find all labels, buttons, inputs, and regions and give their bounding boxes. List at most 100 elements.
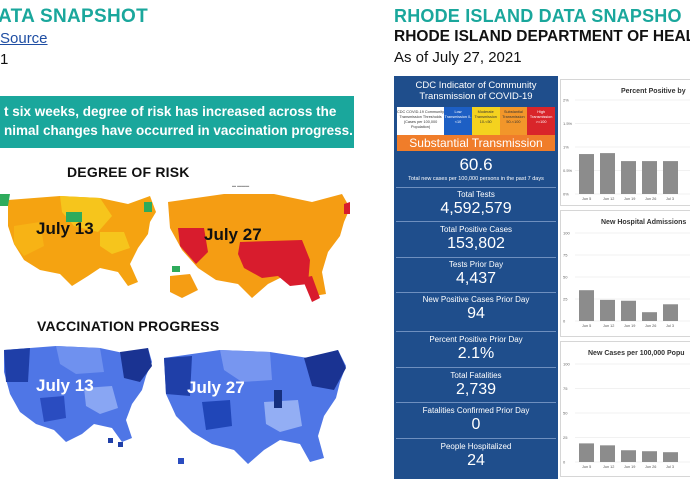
stat-label: Tests Prior Day (448, 260, 504, 269)
case-rate-value: 60.6 (459, 155, 493, 174)
stat-total-fatalities: Total Fatalities 2,739 (394, 371, 558, 399)
stats-divider (396, 367, 556, 368)
risk-map-july-27: ▬ ▬▬▬ (164, 180, 354, 310)
x-tick-label: Jun 19 (624, 465, 635, 469)
stats-divider (396, 187, 556, 188)
x-tick-label: Jul 3 (666, 324, 674, 328)
stat-value: 4,437 (455, 270, 497, 287)
vaccination-map-july-13 (0, 342, 155, 452)
stats-divider (396, 257, 556, 258)
stat-label: People Hospitalized (440, 442, 512, 451)
stats-divider (396, 438, 556, 439)
x-tick-label: Jun 5 (582, 465, 591, 469)
bar (621, 300, 636, 321)
stat-label: Fatalities Confirmed Prior Day (422, 406, 530, 415)
y-tick-label: 0% (563, 192, 569, 197)
stat-value: 2,739 (455, 381, 497, 398)
bar (600, 445, 615, 462)
new-hospital-admissions-chart-plot: 0 25 50 75 100 Jun 5 Jun 12 Jun 19 Jun 26 Jul 3 (563, 231, 690, 328)
bar (600, 299, 615, 321)
risk-map-1-label: July 13 (36, 219, 94, 238)
stats-divider (396, 331, 556, 332)
y-tick-label: 50 (563, 411, 568, 416)
x-tick-label: Jun 26 (645, 197, 656, 201)
legend-threshold-description: CDC COVID-19 Community Transmission Thre… (397, 107, 445, 135)
y-tick-label: 100 (563, 231, 570, 236)
y-tick-label: 2% (563, 98, 569, 103)
callout-line-1: t six weeks, degree of risk has increase… (4, 104, 337, 119)
stat-fatalities-confirmed-prior-day: Fatalities Confirmed Prior Day 0 (394, 406, 558, 434)
new-cases-per-100k-chart: New Cases per 100,000 Popu 0 25 50 75 100 Jun… (560, 341, 690, 477)
stats-divider (396, 292, 556, 293)
bar (579, 443, 594, 462)
bar (663, 452, 678, 462)
legend-high: High Transmission >=100 (527, 107, 555, 135)
cdc-heading-line-2: Transmission of COVID-19 (419, 91, 533, 102)
cdc-heading-line-1: CDC Indicator of Community (415, 80, 537, 91)
x-tick-label: Jun 26 (645, 324, 656, 328)
stat-people-hospitalized: People Hospitalized 24 (394, 442, 558, 470)
ri-as-of-date: As of July 27, 2021 (394, 49, 522, 66)
x-tick-label: Jun 12 (603, 324, 614, 328)
case-rate-block: 60.6 Total new cases per 100,000 persons… (394, 155, 558, 183)
stat-label: Total Tests (457, 190, 495, 199)
y-tick-label: 0.5% (563, 168, 573, 173)
vaccination-map-2-label: July 27 (187, 378, 245, 397)
x-tick-label: Jun 26 (645, 465, 656, 469)
cdc-indicator-heading: CDC Indicator of Community Transmission … (394, 76, 558, 106)
risk-map-july-13 (0, 186, 160, 296)
bar (642, 451, 657, 462)
x-tick-label: Jun 19 (624, 324, 635, 328)
y-tick-label: 0 (563, 319, 566, 324)
stat-label: New Positive Cases Prior Day (422, 295, 530, 304)
y-tick-label: 0 (563, 460, 566, 465)
percent-positive-chart: Percent Positive by 0% 0.5% 1% 1.5% 2% Jun 5 J… (560, 79, 690, 206)
stat-label: Total Fatalities (450, 371, 502, 380)
y-tick-label: 75 (563, 386, 568, 391)
bar (621, 161, 636, 194)
y-tick-label: 100 (563, 362, 570, 367)
x-tick-label: Jun 12 (603, 197, 614, 201)
summary-callout: t six weeks, degree of risk has increase… (0, 96, 354, 148)
stat-value: 2.1% (457, 345, 495, 362)
percent-positive-chart-plot: 0% 0.5% 1% 1.5% 2% Jun 5 Jun 12 Jun 19 Jun 26 Jul… (563, 98, 690, 201)
ri-department-name: RHODE ISLAND DEPARTMENT OF HEAL (394, 28, 690, 45)
case-rate-label: Total new cases per 100,000 persons in t… (408, 176, 544, 182)
source-link[interactable]: Source (0, 30, 48, 47)
stats-panel: CDC Indicator of Community Transmission … (394, 76, 558, 479)
vaccination-progress-heading: VACCINATION PROGRESS (37, 318, 220, 334)
cdc-threshold-legend: CDC COVID-19 Community Transmission Thre… (397, 107, 555, 135)
legend-substantial: Substantial Transmission 50-<100 (499, 107, 528, 135)
degree-of-risk-heading: DEGREE OF RISK (67, 164, 190, 180)
vaccination-map-july-27 (158, 346, 353, 476)
stat-value: 94 (467, 305, 485, 322)
bar (579, 290, 594, 321)
svg-text:▬ ▬▬▬: ▬ ▬▬▬ (232, 183, 249, 188)
stats-divider (396, 221, 556, 222)
x-tick-label: Jul 3 (666, 197, 674, 201)
left-snapshot-title: ATA SNAPSHOT (0, 6, 148, 27)
bar (663, 161, 678, 194)
new-hospital-admissions-chart: New Hospital Admissions 0 25 50 75 100 Jun 5 J… (560, 210, 690, 337)
stats-divider (396, 402, 556, 403)
y-tick-label: 25 (563, 435, 568, 440)
bar (642, 312, 657, 321)
x-tick-label: Jun 5 (582, 197, 591, 201)
vaccination-map-1-label: July 13 (36, 376, 94, 395)
stat-percent-positive-prior-day: Percent Positive Prior Day 2.1% (394, 335, 558, 363)
y-tick-label: 50 (563, 275, 568, 280)
stat-value: 24 (467, 452, 485, 469)
x-tick-label: Jun 19 (624, 197, 635, 201)
stat-total-positive-cases: Total Positive Cases 153,802 (394, 225, 558, 253)
stat-label: Total Positive Cases (439, 225, 513, 234)
stat-label: Percent Positive Prior Day (429, 335, 523, 344)
chart-title: Percent Positive by (621, 88, 686, 95)
y-tick-label: 25 (563, 297, 568, 302)
legend-moderate: Moderate Transmission 10-<50 (471, 107, 500, 135)
x-tick-label: Jun 12 (603, 465, 614, 469)
transmission-level-badge: Substantial Transmission (397, 135, 555, 151)
stat-total-tests: Total Tests 4,592,579 (394, 190, 558, 218)
stat-value: 4,592,579 (440, 200, 512, 217)
callout-line-2: nimal changes have occurred in vaccinati… (4, 123, 353, 138)
chart-title: New Cases per 100,000 Popu (588, 350, 685, 357)
